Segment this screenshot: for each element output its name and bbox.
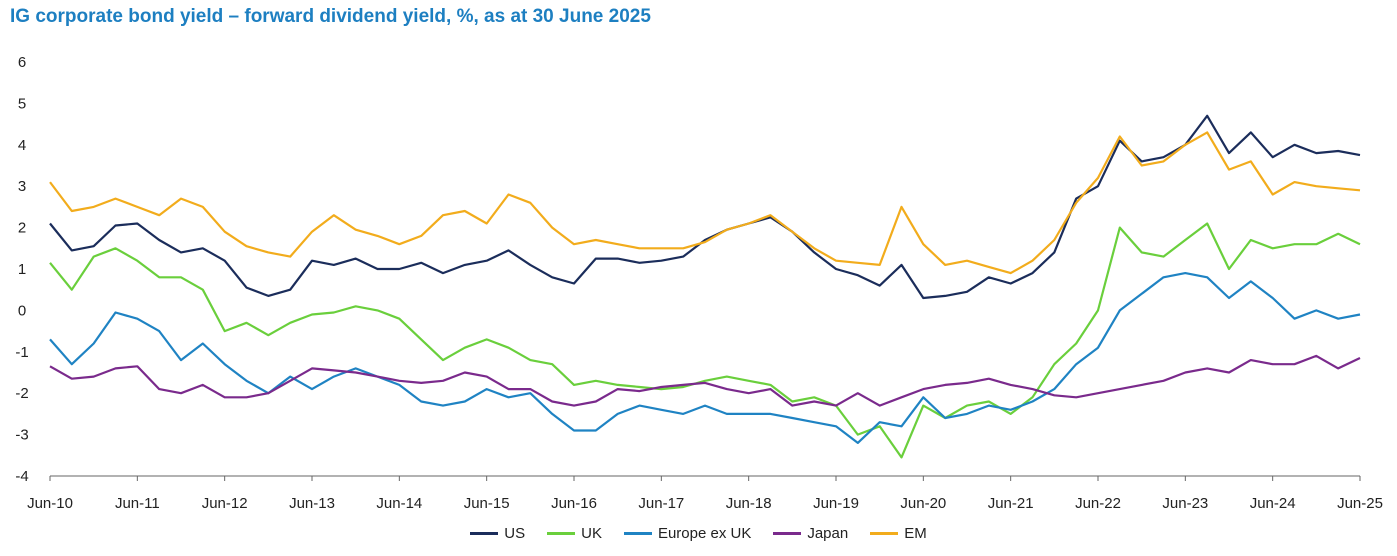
series-line-em (49, 131, 1361, 275)
x-tick-label: Jun-17 (638, 495, 684, 512)
legend-item-uk: UK (547, 525, 602, 542)
y-tick-label: 3 (18, 178, 26, 195)
x-tick-label: Jun-23 (1162, 495, 1208, 512)
x-tick-label: Jun-24 (1250, 495, 1296, 512)
line-chart: 6 5 4 3 2 1 0 -1 -2 -3 -4 Jun-10 Jun-11 Jun-12 Jun-13… (15, 54, 1383, 512)
x-tick-label: Jun-16 (551, 495, 597, 512)
y-tick-label: -2 (15, 385, 28, 402)
y-tick-label: 4 (18, 137, 26, 154)
series-line-uk (49, 222, 1361, 459)
y-tick-label: 6 (18, 54, 26, 71)
x-tick-label: Jun-22 (1075, 495, 1121, 512)
x-tick-label: Jun-12 (202, 495, 248, 512)
x-tick-label: Jun-13 (289, 495, 335, 512)
legend-swatch (547, 532, 576, 535)
legend-item-europe-ex-uk: Europe ex UK (623, 525, 752, 542)
legend-swatch (870, 532, 899, 535)
legend-swatch (773, 532, 802, 535)
legend: US UK Europe ex UK Japan EM (0, 525, 1397, 542)
series-line-japan (49, 354, 1361, 407)
x-tick-label: Jun-21 (988, 495, 1034, 512)
y-tick-label: 1 (18, 261, 26, 278)
plot-lines (49, 114, 1361, 459)
legend-label: Japan (807, 525, 849, 542)
legend-item-japan: Japan (773, 525, 848, 542)
legend-label: US (504, 525, 526, 542)
legend-item-em: EM (870, 525, 927, 542)
legend-label: UK (581, 525, 602, 542)
legend-swatch (623, 532, 652, 535)
x-tick-label: Jun-18 (726, 495, 772, 512)
chart-title: IG corporate bond yield – forward divide… (10, 6, 651, 27)
x-tick-label: Jun-25 (1337, 495, 1383, 512)
y-tick-label: -1 (15, 344, 28, 361)
x-tick-label: Jun-14 (376, 495, 422, 512)
series-line-us (49, 114, 1361, 300)
x-tick-label: Jun-11 (115, 495, 160, 512)
series-line-europe-ex-uk (49, 272, 1361, 444)
legend-item-us: US (470, 525, 525, 542)
legend-label: EM (904, 525, 927, 542)
y-tick-label: 2 (18, 220, 26, 237)
y-axis: 6 5 4 3 2 1 0 -1 -2 -3 -4 (15, 54, 28, 485)
legend-swatch (470, 532, 499, 535)
x-axis: Jun-10 Jun-11 Jun-12 Jun-13 Jun-14 Jun-15 Jun-… (27, 475, 1383, 512)
legend-label: Europe ex UK (657, 525, 752, 542)
x-tick-label: Jun-20 (900, 495, 946, 512)
y-tick-label: 5 (18, 95, 26, 112)
x-tick-label: Jun-10 (27, 495, 73, 512)
y-tick-label: 0 (18, 302, 26, 319)
y-tick-label: -4 (15, 468, 28, 485)
y-tick-label: -3 (15, 427, 28, 444)
x-tick-label: Jun-19 (813, 495, 859, 512)
x-tick-label: Jun-15 (464, 495, 510, 512)
